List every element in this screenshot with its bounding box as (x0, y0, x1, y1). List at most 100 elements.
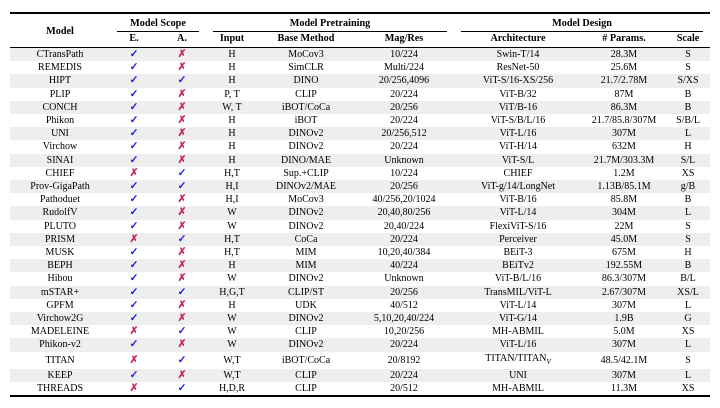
check-icon: ✓ (129, 181, 139, 193)
col-header-params: # Params. (582, 32, 666, 48)
design-architecture: MH-ABMIL (492, 383, 544, 395)
check-icon: ✓ (129, 339, 139, 351)
check-icon: ✓ (129, 141, 139, 153)
pretrain-mag-res: 20/512 (390, 383, 418, 395)
design-architecture: FlexiViT-S/16 (489, 220, 547, 232)
design-scale: G (684, 313, 692, 325)
cross-icon: ✗ (129, 167, 139, 179)
design-params: 675M (612, 247, 636, 259)
pretrain-mag-res: 20,40/224 (383, 220, 425, 232)
group-label-model-pretraining: Model Pretraining (213, 17, 447, 32)
model-name: THREADS (36, 383, 84, 395)
cross-icon: ✗ (177, 101, 187, 113)
pretrain-base-method: UDK (295, 299, 317, 311)
cross-icon: ✗ (177, 339, 187, 351)
cross-icon: ✗ (177, 49, 187, 60)
design-params: 21.7M/303.3M (593, 154, 655, 166)
design-architecture: ViT-L/14 (499, 207, 537, 219)
pretrain-base-method: CLIP (295, 383, 317, 395)
model-name: BEPH (47, 260, 73, 272)
cross-icon: ✗ (177, 141, 187, 153)
pretrain-base-method: MoCov3 (288, 49, 324, 60)
header-sub-row: E. A. Input Base Method Mag/Res Architec… (10, 32, 711, 48)
col-header-applied: A. (158, 32, 206, 48)
design-params: 2.67/307M (601, 286, 647, 298)
pretrain-input: W (227, 207, 237, 219)
model-comparison-table-wrapper: Model Model Scope Model Pretraining Mode… (10, 12, 711, 398)
design-params: 86.3M (610, 101, 638, 113)
model-name: RudolfV (42, 207, 78, 219)
table-row: UNI ✓ ✗ H DINOv2 20/256,512 ViT-L/16 307M L (10, 127, 711, 141)
pretrain-input: H (228, 141, 236, 153)
pretrain-mag-res: 10,20,40/384 (377, 247, 431, 259)
pretrain-base-method: DINO/MAE (281, 154, 331, 166)
model-comparison-table: Model Model Scope Model Pretraining Mode… (10, 12, 711, 398)
check-icon: ✓ (177, 354, 187, 366)
col-header-architecture: Architecture (454, 32, 582, 48)
design-scale: XS (681, 167, 695, 179)
pretrain-base-method: DINOv2 (288, 273, 324, 285)
pretrain-mag-res: 20/256 (390, 181, 418, 193)
design-architecture: CHIEF (503, 167, 533, 179)
table-row: KEEP ✓ ✗ W,T CLIP 20/224 UNI 307M L (10, 368, 711, 383)
pretrain-mag-res: 40/224 (390, 260, 418, 272)
pretrain-base-method: MIM (295, 260, 317, 272)
table-row: PLIP ✓ ✗ P, T CLIP 20/224 ViT-B/32 87M B (10, 88, 710, 101)
model-name: Prov-GigaPath (30, 181, 90, 193)
model-name: UNI (51, 128, 69, 140)
design-scale: S/L (680, 154, 696, 166)
table-header: Model Model Scope Model Pretraining Mode… (10, 13, 711, 48)
table-row: REMEDIS ✓ ✗ H SimCLR Multi/224 ResNet-50 25.6M S (10, 61, 710, 74)
design-architecture: ViT-B/L/16 (494, 273, 542, 285)
check-icon: ✓ (129, 49, 139, 60)
model-name: MADELEINE (30, 326, 90, 338)
pretrain-mag-res: 40/256,20/1024 (372, 194, 436, 206)
design-params: 85.8M (610, 194, 638, 206)
pretrain-input: H (228, 260, 236, 272)
design-params: 21.7/2.78M (600, 75, 648, 87)
table-row: BEPH ✓ ✗ H MIM 40/224 BEiTv2 192.55M B (10, 259, 711, 273)
check-icon: ✓ (129, 115, 139, 127)
design-architecture: ViT-S/B/L/16 (490, 115, 546, 127)
check-icon: ✓ (177, 233, 187, 245)
design-architecture: ViT-L/14 (499, 299, 537, 311)
design-architecture: UNI (509, 369, 527, 381)
table-row: RudolfV ✓ ✗ W DINOv2 20,40,80/256 ViT-L/14 304M… (10, 206, 711, 220)
pretrain-mag-res: Unknown (384, 273, 424, 285)
model-name: TITAN (45, 354, 75, 366)
pretrain-mag-res: 20/256 (390, 286, 418, 298)
table-row: mSTAR+ ✓ ✓ H,G,T CLIP/ST 20/256 TransMIL/ViT-L… (10, 285, 711, 299)
col-header-input: Input (206, 32, 258, 48)
check-icon: ✓ (129, 62, 139, 74)
check-icon: ✓ (177, 326, 187, 338)
design-scale: XS/L (677, 286, 699, 298)
design-architecture: ViT-L/16 (499, 339, 537, 351)
pretrain-base-method: DINO (293, 75, 319, 87)
design-params: 22M (614, 220, 634, 232)
cross-icon: ✗ (177, 313, 187, 325)
model-name: CONCH (42, 101, 78, 113)
design-architecture: ViT-B/32 (499, 88, 537, 100)
model-name: Phikon-v2 (39, 339, 81, 351)
design-scale: g/B (680, 181, 696, 193)
design-scale: H (684, 141, 692, 153)
design-scale: S/XS (677, 75, 699, 87)
model-name: Virchow2G (36, 313, 84, 325)
check-icon: ✓ (129, 101, 139, 113)
design-architecture: Swin-T/14 (496, 49, 540, 60)
pretrain-input: W,T (223, 354, 241, 366)
table-row: HIPT ✓ ✓ H DINO 20/256,4096 ViT-S/16-XS/256 21.… (10, 74, 711, 88)
model-name: Pathoduet (40, 194, 80, 206)
pretrain-base-method: DINOv2 (288, 207, 324, 219)
cross-icon: ✗ (177, 260, 187, 272)
pretrain-mag-res: 20/224 (390, 115, 418, 127)
pretrain-input: H (228, 62, 236, 74)
design-params: 1.2M (613, 167, 635, 179)
pretrain-base-method: iBOT/CoCa (281, 101, 331, 113)
pretrain-base-method: CoCa (294, 233, 318, 245)
col-header-evaluated: E. (110, 32, 158, 48)
pretrain-base-method: MoCov3 (288, 194, 324, 206)
design-params: 48.5/42.1M (600, 354, 648, 366)
pretrain-input: W (227, 273, 237, 285)
cross-icon: ✗ (177, 62, 187, 74)
